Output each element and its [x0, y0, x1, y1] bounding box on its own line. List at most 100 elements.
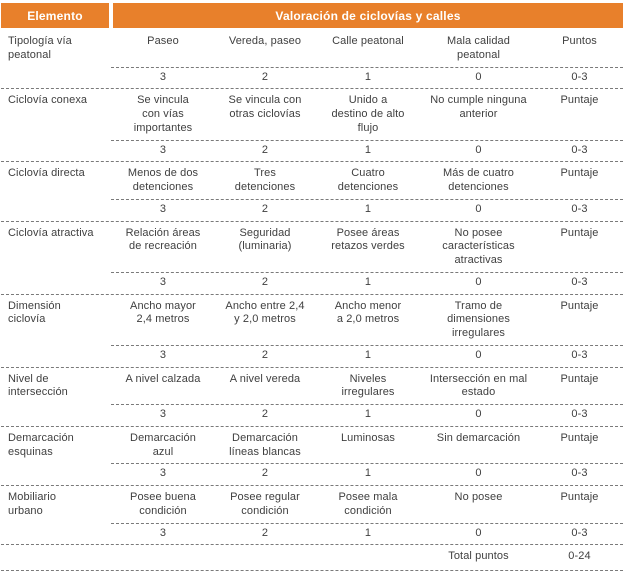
score-cell: 2: [261, 275, 269, 288]
option-cell: No cumple ninguna anterior: [430, 94, 527, 120]
option-cell: Cuatro detenciones: [337, 167, 399, 193]
score-cell: 1: [364, 143, 372, 156]
score-cell: 3: [159, 467, 167, 480]
row-divider: [111, 66, 623, 68]
option-cell: Posee regular condición: [230, 491, 300, 517]
score-cell: 0: [475, 467, 482, 480]
score-cell: 1: [364, 70, 372, 83]
total-row: Total puntos 0-24: [1, 545, 623, 571]
option-cell: A nivel calzada: [125, 372, 201, 385]
option-cell: Tres detenciones: [234, 167, 296, 193]
option-cell: Demarcación azul: [130, 431, 196, 458]
table-row: Dimensión ciclovía Ancho mayor 2,4 metro…: [1, 295, 623, 368]
option-cell: Menos de dos detenciones: [127, 167, 199, 193]
table-body: Tipología vía peatonal Paseo Vereda, pas…: [1, 30, 623, 546]
score-cell: 1: [364, 526, 372, 539]
points-header: Puntos: [562, 35, 597, 47]
score-cell: 1: [364, 275, 372, 288]
score-range-cell: 0-3: [571, 275, 588, 288]
points-header: Puntaje: [560, 431, 599, 444]
option-cell: Mala calidad peatonal: [447, 35, 510, 61]
option-cell: No posee: [454, 491, 503, 503]
score-cell: 3: [159, 275, 167, 288]
score-cell: 0: [475, 70, 482, 83]
table-row: Ciclovía atractiva Relación áreas de rec…: [1, 222, 623, 295]
points-header: Puntaje: [560, 372, 599, 385]
option-cell: No posee características atractivas: [442, 226, 515, 267]
table-row: Ciclovía directa Menos de dos detencione…: [1, 162, 623, 222]
option-cell: Calle peatonal: [332, 35, 404, 47]
score-cell: 1: [364, 348, 372, 361]
option-cell: Seguridad (luminaria): [238, 226, 292, 253]
option-cell: Intersección en mal estado: [429, 372, 528, 399]
points-header: Puntaje: [560, 491, 599, 503]
table-row: Ciclovía conexa Se vincula con vías impo…: [1, 89, 623, 163]
score-range-cell: 0-3: [571, 70, 588, 83]
score-cell: 3: [159, 348, 167, 361]
option-cell: Posee mala condición: [338, 491, 398, 517]
table-header: Elemento Valoración de ciclovías y calle…: [1, 3, 623, 28]
option-cell: A nivel vereda: [229, 372, 301, 385]
score-cell: 3: [159, 202, 167, 215]
option-cell: Sin demarcación: [436, 431, 521, 444]
points-header: Puntaje: [560, 167, 599, 180]
table-row: Nivel de intersección A nivel calzada A …: [1, 368, 623, 427]
row-divider: [111, 271, 623, 273]
score-cell: 2: [261, 202, 269, 215]
score-cell: 3: [159, 143, 167, 156]
score-cell: 2: [261, 467, 269, 480]
option-cell: Unido a destino de alto flujo: [331, 94, 405, 134]
option-cell: Ancho menor a 2,0 metros: [334, 299, 402, 326]
option-cell: Se vincula con vías importantes: [133, 94, 193, 134]
row-divider: [111, 344, 623, 346]
score-cell: 2: [261, 408, 269, 420]
element-label: Dimensión ciclovía: [8, 299, 61, 326]
score-cell: 1: [364, 467, 372, 480]
score-range-cell: 0-3: [571, 348, 588, 361]
element-label: Ciclovía atractiva: [8, 226, 94, 239]
table-row: Tipología vía peatonal Paseo Vereda, pas…: [1, 30, 623, 90]
option-cell: Ancho entre 2,4 y 2,0 metros: [225, 299, 305, 326]
table-row: Demarcación esquinas Demarcación azul De…: [1, 427, 623, 486]
option-cell: Demarcación líneas blancas: [229, 431, 301, 458]
element-label: Nivel de intersección: [8, 372, 68, 399]
score-cell: 0: [475, 348, 482, 361]
element-label: Ciclovía conexa: [8, 94, 88, 107]
option-cell: Posee buena condición: [130, 491, 196, 517]
points-header: Puntaje: [560, 299, 599, 312]
total-label: Total puntos: [448, 550, 509, 563]
total-range-value: 0-24: [568, 550, 591, 563]
score-range-cell: 0-3: [571, 526, 588, 539]
option-cell: Posee áreas retazos verdes: [331, 226, 405, 253]
points-header: Puntaje: [560, 226, 599, 239]
score-cell: 0: [475, 526, 482, 539]
score-cell: 2: [261, 143, 269, 156]
header-title-cell: Valoración de ciclovías y calles: [113, 3, 623, 28]
row-divider: [111, 463, 623, 465]
element-label: Tipología vía peatonal: [8, 35, 72, 61]
option-cell: Luminosas: [340, 431, 396, 444]
option-cell: Ancho mayor 2,4 metros: [130, 299, 196, 326]
option-cell: Se vincula con otras ciclovías: [228, 94, 302, 120]
element-label: Mobiliario urbano: [8, 491, 57, 517]
table-row: Mobiliario urbano Posee buena condición …: [1, 486, 623, 546]
row-divider: [111, 522, 623, 524]
row-divider: [111, 139, 623, 141]
score-cell: 3: [159, 526, 167, 539]
score-cell: 1: [364, 202, 372, 215]
option-cell: Más de cuatro detenciones: [442, 167, 514, 193]
row-divider: [111, 404, 623, 405]
score-range-cell: 0-3: [571, 408, 588, 420]
score-cell: 0: [475, 202, 482, 215]
row-divider: [111, 198, 623, 200]
score-cell: 3: [159, 408, 167, 420]
option-cell: Tramo de dimensiones irregulares: [447, 299, 510, 340]
score-range-cell: 0-3: [571, 143, 588, 156]
option-cell: Paseo: [147, 35, 179, 47]
score-cell: 0: [475, 143, 482, 156]
score-cell: 2: [261, 348, 269, 361]
score-cell: 2: [261, 526, 269, 539]
option-cell: Vereda, paseo: [228, 35, 302, 47]
score-cell: 2: [261, 70, 269, 83]
